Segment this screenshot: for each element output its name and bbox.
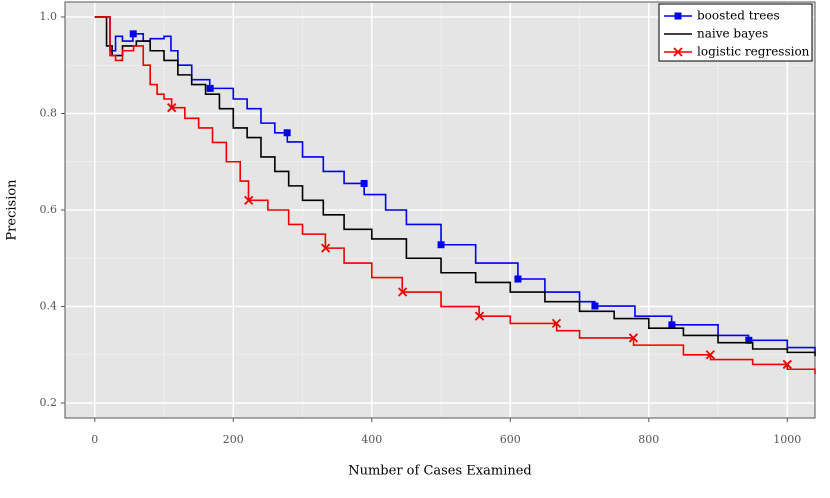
x-tick-label: 0: [91, 433, 98, 446]
marker: [206, 84, 214, 92]
x-tick-label: 400: [361, 433, 382, 446]
x-tick-label: 800: [638, 433, 659, 446]
legend: boosted trees naive bayes logistic regress…: [658, 3, 813, 62]
marker: [283, 129, 291, 137]
legend-text: boosted trees: [697, 9, 780, 23]
series-line: [94, 16, 816, 375]
marker: [673, 47, 683, 57]
marker: [437, 241, 445, 249]
marker: [551, 318, 562, 329]
marker: [320, 243, 331, 253]
series-line: [94, 16, 816, 357]
marker: [782, 359, 792, 370]
legend-text: naive bayes: [697, 27, 768, 41]
x-tick-label: 200: [223, 433, 244, 446]
y-tick-label: 0.4: [40, 300, 58, 313]
marker: [514, 275, 522, 283]
marker: [360, 179, 368, 187]
x-axis-title: Number of Cases Examined: [348, 464, 532, 479]
marker: [591, 302, 599, 310]
marker: [397, 287, 408, 297]
marker: [668, 321, 676, 329]
y-tick-label: 0.8: [40, 106, 58, 119]
marker: [628, 333, 639, 343]
x-tick-label: 600: [500, 433, 521, 446]
y-tick-label: 1.0: [40, 10, 58, 23]
legend-text: logistic regression: [697, 45, 810, 59]
marker: [674, 12, 682, 20]
marker: [745, 336, 753, 344]
y-tick-label: 0.6: [40, 203, 58, 216]
marker: [129, 30, 137, 38]
marker: [167, 103, 177, 113]
y-tick-label: 0.2: [40, 396, 58, 409]
marker: [244, 195, 254, 205]
marker: [705, 350, 715, 360]
marker: [474, 311, 485, 321]
y-axis-title: Precision: [5, 179, 20, 241]
x-tick-label: 1000: [773, 433, 801, 446]
plot-border: [64, 1, 816, 419]
